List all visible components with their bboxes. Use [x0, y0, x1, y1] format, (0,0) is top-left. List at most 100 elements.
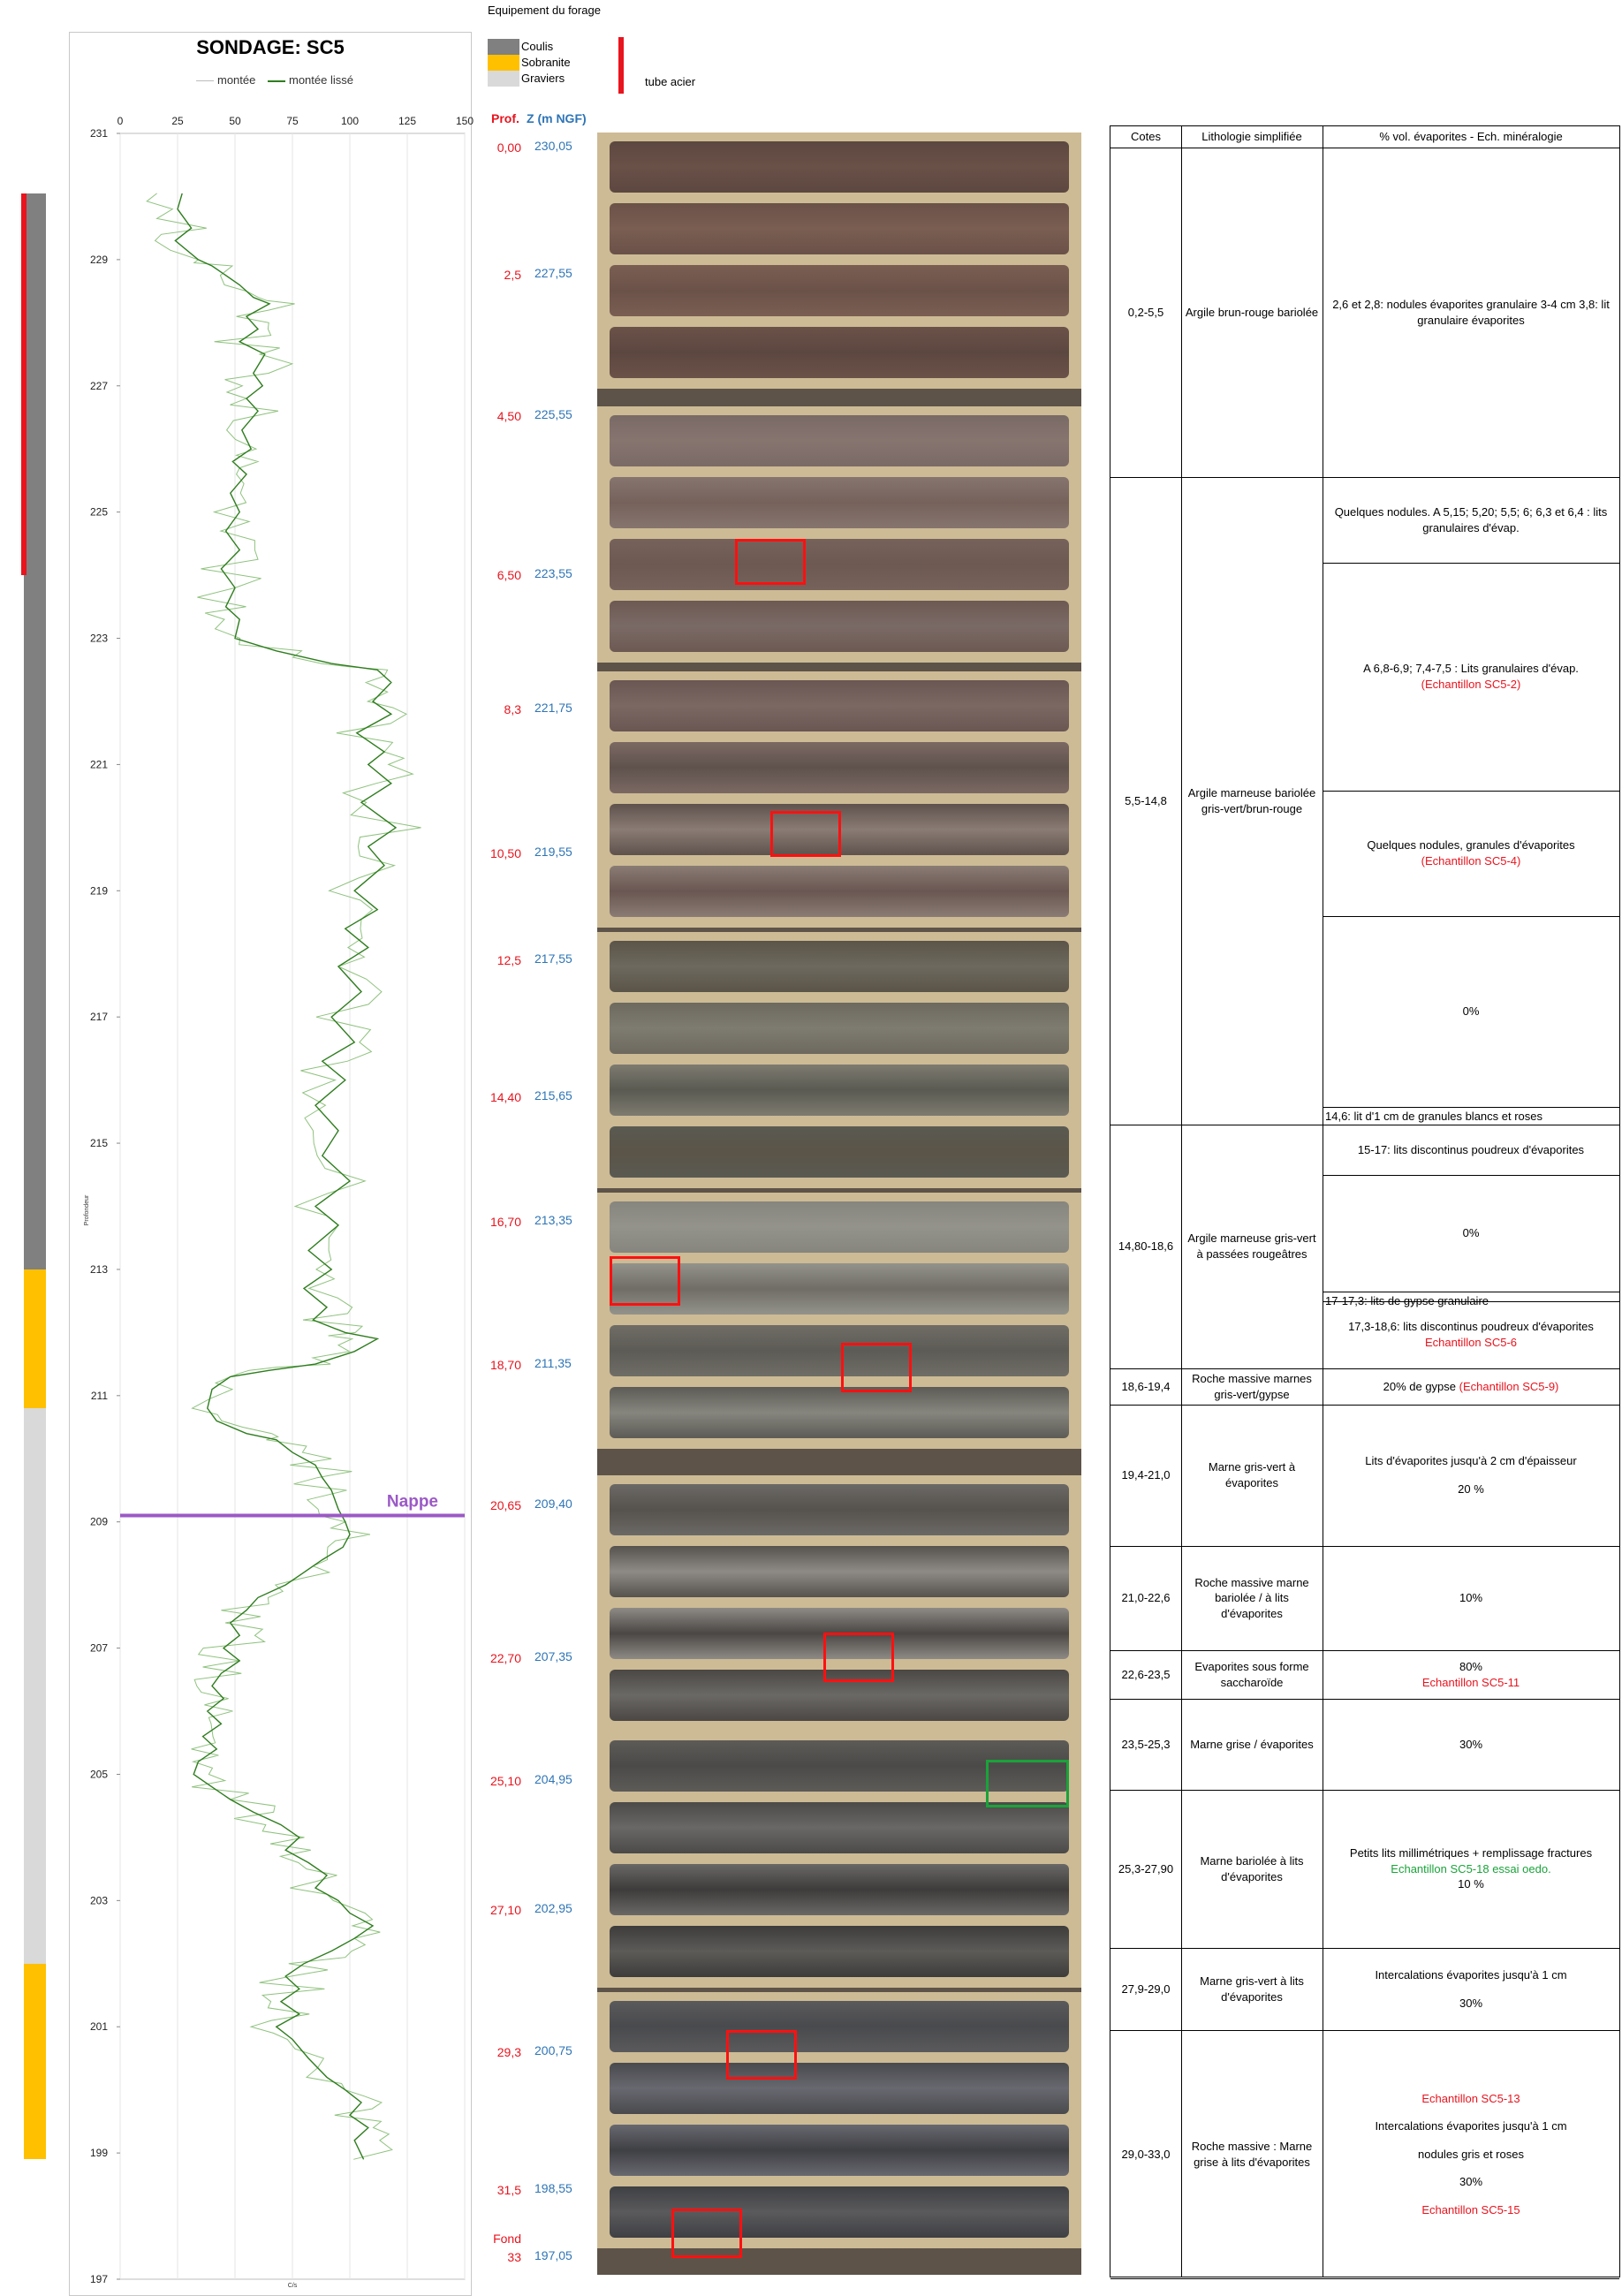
depth-prof-label: 10,50: [489, 846, 521, 860]
legend-swatch-coulis: [488, 39, 519, 55]
table-cell-cotes: 25,3-27,90: [1110, 1790, 1181, 1948]
depth-prof-label: 2,5: [504, 268, 521, 282]
depth-z-label: 221,75: [534, 701, 572, 715]
equipment-segment-sobranite: [24, 1963, 46, 2160]
core-sample: [610, 866, 1069, 917]
note-text: A 6,8-6,9; 7,4-7,5 : Lits granulaires d'…: [1363, 662, 1579, 676]
note-text-block: Lits d'évaporites jusqu'à 2 cm d'épaisse…: [1365, 1453, 1576, 1469]
table-cell-cotes: 5,5-14,8: [1110, 477, 1181, 1125]
depth-z-label: 197,05: [534, 2248, 572, 2262]
legend-label-graviers: Graviers: [521, 72, 565, 85]
table-cell-note: 17-17,3: lits de gypse granulaire: [1323, 1292, 1619, 1307]
sample-label: Echantillon SC5-11: [1421, 1675, 1520, 1689]
series-smoothed-line: [174, 193, 398, 2160]
core-box: [597, 1475, 1081, 1731]
table-cell-lithology: Argile marneuse gris-vert à passées roug…: [1181, 1125, 1323, 1368]
legend-swatch-graviers: [488, 71, 519, 87]
core-sample: [610, 203, 1069, 254]
lithology-table: Cotes Lithologie simplifiée % vol. évapo…: [1110, 125, 1620, 2279]
table-cell-lithology: Argile marneuse bariolée gris-vert/brun-…: [1181, 477, 1323, 1125]
table-row-rule: [1110, 1650, 1619, 1651]
core-sample: [610, 1387, 1069, 1438]
sample-label: Echantillon SC5-6: [1424, 1336, 1518, 1349]
note-text: 0%: [1462, 1226, 1480, 1240]
depth-prof-label: 31,5: [496, 2183, 521, 2197]
header-z-ngf: Z (m NGF): [527, 111, 587, 125]
sample-label: Echantillon SC5-15: [1421, 2202, 1520, 2216]
table-cell-lithology: Roche massive marne bariolée / à lits d'…: [1181, 1546, 1323, 1650]
table-cell-note: 14,6: lit d'1 cm de granules blancs et r…: [1323, 1107, 1619, 1125]
x-tick-label: 75: [286, 115, 299, 127]
core-sample: [610, 2063, 1069, 2114]
core-sample: [610, 1003, 1069, 1054]
cotes-text: 14,80-18,6: [1118, 1239, 1174, 1254]
legend-line-raw: [196, 80, 214, 82]
depth-z-label: 213,35: [534, 1213, 572, 1227]
note-text: Intercalations évaporites jusqu'à 1 cm: [1375, 2119, 1567, 2133]
table-cell-note: A 6,8-6,9; 7,4-7,5 : Lits granulaires d'…: [1323, 563, 1619, 791]
x-axis-label: C/s: [288, 2283, 298, 2289]
legend-label-coulis: Coulis: [521, 40, 554, 53]
core-sample: [610, 1065, 1069, 1116]
note-extra: nodules gris et roses: [1418, 2147, 1524, 2161]
table-cell-note: Intercalations évaporites jusqu'à 1 cm 30…: [1323, 1948, 1619, 2030]
table-cell-cotes: 23,5-25,3: [1110, 1699, 1181, 1790]
cotes-text: 18,6-19,4: [1121, 1379, 1171, 1393]
y-tick-label: 203: [90, 1894, 108, 1906]
core-sample: [610, 2125, 1069, 2176]
note-text-block: 14,6: lit d'1 cm de granules blancs et r…: [1325, 1109, 1542, 1125]
y-tick-label: 231: [90, 127, 108, 140]
note-text-block: 80% Echantillon SC5-11: [1422, 1659, 1520, 1690]
table-cell-note: Quelques nodules, granules d'évaporites (…: [1323, 791, 1619, 916]
lithology-text: Marne bariolée à lits d'évaporites: [1200, 1853, 1304, 1883]
sample-marker-red: [823, 1633, 894, 1682]
note-text: 14,6: lit d'1 cm de granules blancs et r…: [1325, 1110, 1543, 1123]
table-cell-lithology: Argile brun-rouge bariolée: [1181, 148, 1323, 477]
table-cell-note: 10%: [1323, 1546, 1619, 1650]
depth-prof-label: 20,65: [489, 1498, 521, 1512]
depth-prof-label: 25,10: [489, 1774, 521, 1788]
y-tick-label: 217: [90, 1011, 108, 1023]
note-text: 20% de gypse: [1383, 1379, 1457, 1393]
y-tick-label: 215: [90, 1137, 108, 1149]
depth-z-label: 219,55: [534, 845, 572, 859]
y-tick-label: 205: [90, 1768, 108, 1780]
depth-z-label: 215,65: [534, 1088, 572, 1103]
sample-marker-red: [610, 1256, 680, 1306]
gamma-log-chart: 0 25 50 75 100 125 150 231 229 227 225 223 221 219 217…: [84, 115, 474, 2289]
core-sample: [610, 1546, 1069, 1597]
table-row-rule: [1110, 1546, 1619, 1547]
core-sample: [610, 415, 1069, 466]
core-sample: [610, 1325, 1069, 1376]
table-cell-note: 0%: [1323, 1175, 1619, 1292]
core-box: [597, 1992, 1081, 2248]
core-box: [597, 133, 1081, 389]
note-extra: 30%: [1459, 2175, 1483, 2189]
depth-prof-label: 16,70: [489, 1215, 521, 1229]
x-tick-label: 50: [229, 115, 241, 127]
core-photo-column: [597, 133, 1081, 2275]
depth-z-label: 211,35: [534, 1356, 572, 1370]
depth-prof-label: 22,70: [489, 1651, 521, 1665]
table-cell-cotes: 22,6-23,5: [1110, 1650, 1181, 1699]
sample-marker-green: [986, 1760, 1069, 1807]
y-tick-label: 225: [90, 506, 108, 519]
y-tick-label: 229: [90, 254, 108, 266]
note-text: Lits d'évaporites jusqu'à 2 cm d'épaisse…: [1365, 1454, 1577, 1468]
core-sample: [610, 941, 1069, 992]
core-sample: [610, 1864, 1069, 1915]
sample-label: (Echantillon SC5-4): [1421, 854, 1521, 868]
depth-z-label: 207,35: [534, 1649, 572, 1663]
table-cell-lithology: Marne gris-vert à lits d'évaporites: [1181, 1948, 1323, 2030]
note-text: Quelques nodules. A 5,15; 5,20; 5,5; 6; …: [1334, 504, 1608, 534]
lithology-text: Marne gris-vert à évaporites: [1208, 1460, 1296, 1489]
cotes-text: 27,9-29,0: [1121, 1982, 1171, 1996]
table-cell-note: 2,6 et 2,8: nodules évaporites granulair…: [1323, 148, 1619, 477]
table-note-rule: [1323, 1301, 1619, 1302]
table-cell-note: Petits lits millimétriques + remplissage…: [1323, 1790, 1619, 1948]
table-cell-lithology: Roche massive marnes gris-vert/gypse: [1181, 1368, 1323, 1405]
table-cell-cotes: 29,0-33,0: [1110, 2030, 1181, 2278]
table-cell-cotes: 18,6-19,4: [1110, 1368, 1181, 1405]
legend-label-tube-acier: tube acier: [645, 75, 696, 88]
note-text-block: 0%: [1463, 1004, 1480, 1019]
